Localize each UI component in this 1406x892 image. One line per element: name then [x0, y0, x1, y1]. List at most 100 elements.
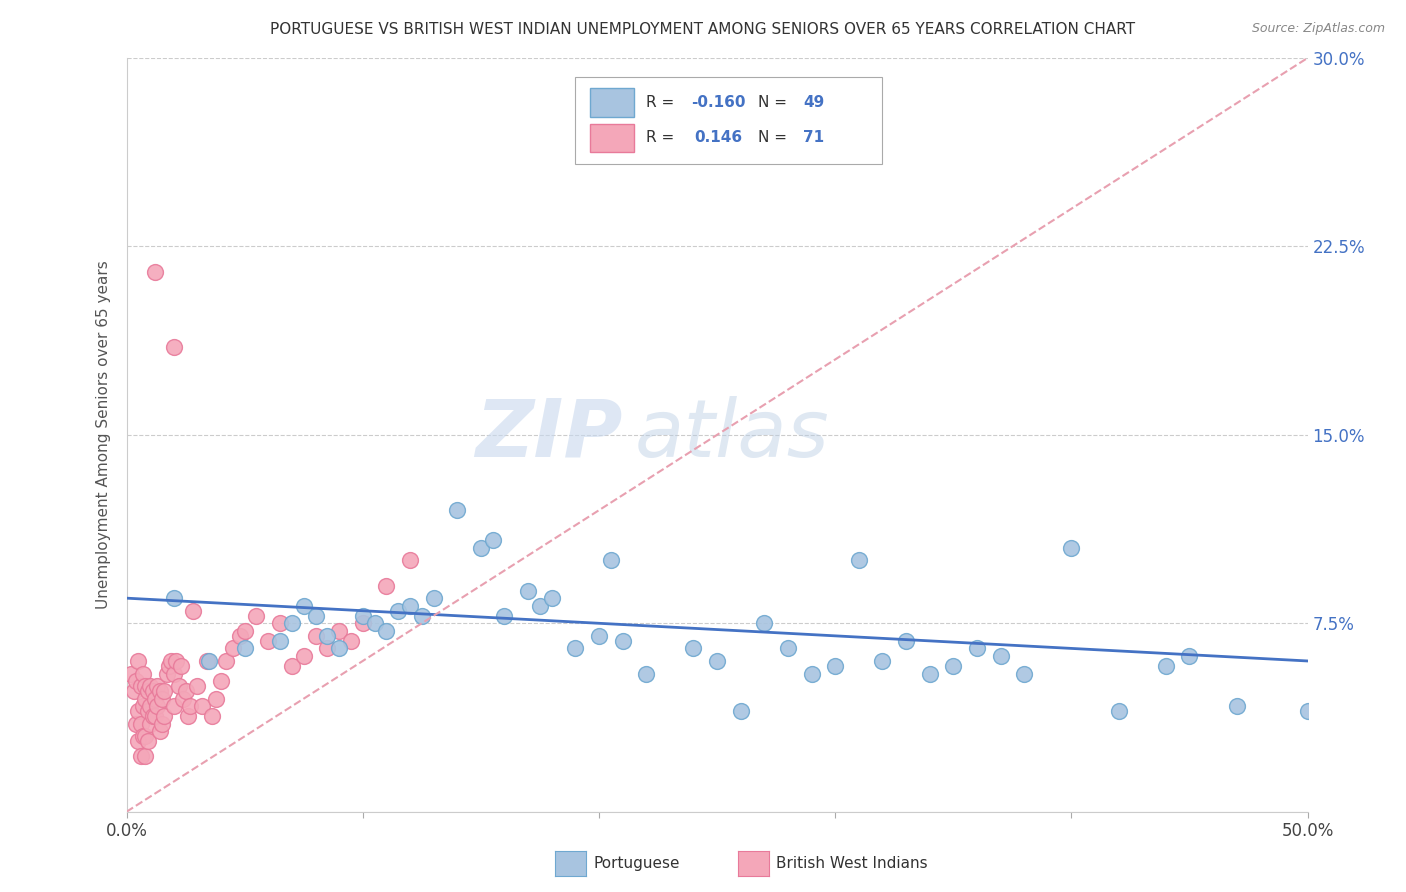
Point	[399, 599, 422, 613]
Point	[1154, 659, 1177, 673]
Point	[134, 749, 156, 764]
Point	[636, 666, 658, 681]
Point	[292, 599, 315, 613]
Point	[149, 724, 172, 739]
Point	[139, 716, 162, 731]
Text: ZIP: ZIP	[475, 396, 623, 474]
Point	[129, 749, 152, 764]
Point	[292, 648, 315, 663]
Point	[127, 734, 149, 748]
Point	[134, 730, 156, 744]
Point	[918, 666, 941, 681]
Text: 0.146: 0.146	[695, 130, 742, 145]
Point	[1108, 704, 1130, 718]
Y-axis label: Unemployment Among Seniors over 65 years: Unemployment Among Seniors over 65 years	[96, 260, 111, 609]
Point	[172, 691, 194, 706]
Point	[186, 679, 208, 693]
Text: N =: N =	[758, 130, 792, 145]
Point	[139, 679, 162, 693]
Point	[1226, 699, 1249, 714]
Point	[222, 641, 245, 656]
Point	[191, 699, 214, 714]
Text: Source: ZipAtlas.com: Source: ZipAtlas.com	[1251, 22, 1385, 36]
Point	[163, 591, 186, 606]
Point	[776, 641, 799, 656]
Point	[1060, 541, 1083, 555]
Point	[160, 654, 183, 668]
Point	[340, 633, 363, 648]
Point	[1178, 648, 1201, 663]
Point	[136, 684, 159, 698]
Point	[789, 88, 811, 103]
Text: -0.160: -0.160	[692, 95, 745, 110]
Point	[233, 624, 256, 638]
Point	[122, 684, 145, 698]
Point	[990, 648, 1012, 663]
Point	[328, 624, 350, 638]
Point	[125, 716, 148, 731]
FancyBboxPatch shape	[575, 77, 883, 163]
Point	[141, 709, 163, 723]
Point	[1012, 666, 1035, 681]
Point	[136, 704, 159, 718]
Bar	[589, 88, 634, 117]
Point	[141, 684, 163, 698]
Point	[375, 624, 398, 638]
Point	[304, 608, 326, 623]
Point	[215, 654, 238, 668]
Point	[129, 679, 152, 693]
Point	[233, 641, 256, 656]
Point	[229, 629, 252, 643]
Point	[422, 591, 444, 606]
Point	[706, 654, 728, 668]
Point	[446, 503, 468, 517]
Point	[163, 340, 186, 354]
Text: 49: 49	[803, 95, 824, 110]
Point	[170, 659, 193, 673]
Point	[132, 730, 155, 744]
Point	[134, 679, 156, 693]
Point	[363, 616, 385, 631]
Point	[195, 654, 218, 668]
Point	[209, 674, 232, 689]
Point	[564, 641, 586, 656]
Text: R =: R =	[647, 95, 679, 110]
Point	[153, 709, 176, 723]
Point	[966, 641, 988, 656]
Point	[120, 666, 142, 681]
Point	[163, 699, 186, 714]
Point	[517, 583, 540, 598]
Point	[129, 716, 152, 731]
Point	[281, 616, 304, 631]
Point	[269, 633, 291, 648]
Point	[375, 578, 398, 592]
Text: British West Indians: British West Indians	[776, 856, 928, 871]
Point	[181, 604, 204, 618]
Point	[529, 599, 551, 613]
Text: atlas: atlas	[634, 396, 830, 474]
Point	[599, 553, 621, 567]
Point	[143, 709, 166, 723]
Point	[848, 553, 870, 567]
Point	[328, 641, 350, 656]
Point	[139, 699, 162, 714]
Point	[316, 629, 339, 643]
Point	[127, 654, 149, 668]
Point	[894, 633, 917, 648]
Point	[157, 659, 180, 673]
Point	[1296, 704, 1319, 718]
Point	[754, 616, 776, 631]
Point	[481, 533, 503, 548]
Text: N =: N =	[758, 95, 792, 110]
Point	[540, 591, 562, 606]
Point	[125, 674, 148, 689]
Point	[179, 699, 201, 714]
Point	[682, 641, 704, 656]
Point	[352, 608, 374, 623]
Point	[174, 684, 197, 698]
Point	[470, 541, 492, 555]
Point	[800, 666, 823, 681]
Text: Portuguese: Portuguese	[593, 856, 681, 871]
Point	[127, 704, 149, 718]
Point	[143, 264, 166, 278]
